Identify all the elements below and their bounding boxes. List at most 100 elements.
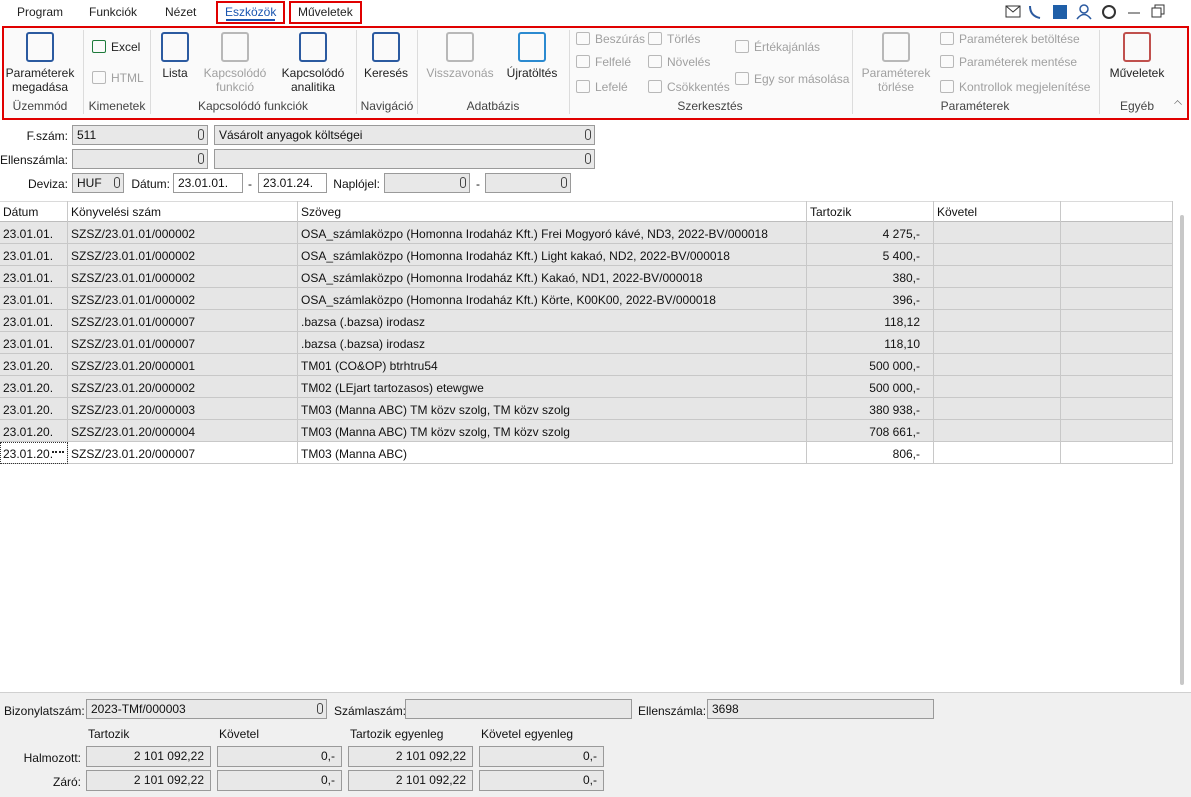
cell-border: [934, 244, 1061, 266]
cell-border: [0, 376, 68, 398]
input-field[interactable]: Vásárolt anyagok költségei: [214, 125, 595, 145]
scrollbar[interactable]: [1180, 215, 1184, 685]
column-header[interactable]: Tartozik: [810, 205, 852, 219]
column-header[interactable]: Könyvelési szám: [71, 205, 162, 219]
button-label: Kapcsolódó analitika: [281, 66, 345, 94]
input-field[interactable]: [485, 173, 571, 193]
table-row[interactable]: [0, 332, 1173, 354]
ribbon-button[interactable]: Lista: [137, 30, 213, 98]
table-row[interactable]: [0, 266, 1173, 288]
cell-border: [1061, 398, 1173, 420]
date-field[interactable]: 23.01.01.: [173, 173, 243, 193]
cell-border: [298, 310, 807, 332]
cell: .bazsa (.bazsa) irodasz: [301, 315, 426, 329]
cell-border: [1061, 222, 1173, 244]
attach-icon: [317, 703, 323, 714]
field-label: Deviza:: [27, 177, 68, 191]
table-row[interactable]: [0, 222, 1173, 244]
menu-item[interactable]: Nézet: [165, 5, 197, 19]
ribbon-button[interactable]: Újratöltés: [494, 30, 570, 98]
header-cell[interactable]: [0, 201, 68, 222]
group-separator: [417, 30, 418, 114]
column-header[interactable]: Követel: [937, 205, 978, 219]
ribbon-button[interactable]: Kapcsolódó analitika: [275, 30, 351, 98]
button-label: Beszúrás: [595, 32, 646, 46]
cell-border: [68, 398, 298, 420]
header-cell: [1061, 201, 1173, 222]
group-label: Kapcsolódó funkciók: [197, 99, 309, 113]
table-row[interactable]: [0, 398, 1173, 420]
cell: 23.01.20.: [3, 381, 54, 395]
cell: TM03 (Manna ABC): [301, 447, 408, 461]
cell: SZSZ/23.01.20/000007: [71, 447, 196, 461]
input-field[interactable]: 3698: [707, 699, 934, 719]
input-field[interactable]: HUF: [72, 173, 124, 193]
button-label: Kapcsolódó funkció: [203, 66, 267, 94]
cell: TM03 (Manna ABC) TM közv szolg, TM közv …: [301, 403, 570, 417]
button-icon: [92, 40, 106, 53]
ribbon-button[interactable]: Műveletek: [1099, 30, 1175, 98]
table-row[interactable]: [0, 244, 1173, 266]
menu-item[interactable]: Program: [17, 5, 64, 19]
input-field[interactable]: [214, 149, 595, 169]
cell: 4 275,-: [882, 227, 920, 241]
ribbon-button[interactable]: Paraméterek megadása: [2, 30, 78, 98]
group-separator: [356, 30, 357, 114]
date-field[interactable]: 23.01.24.: [258, 173, 327, 193]
menu-item[interactable]: Műveletek: [289, 1, 362, 24]
cell-focus[interactable]: [0, 442, 68, 464]
button-icon: [161, 32, 189, 62]
button-icon: [940, 80, 954, 93]
button-label: Törlés: [667, 32, 701, 46]
cell-border: [807, 310, 934, 332]
cell-border: [934, 266, 1061, 288]
table-row[interactable]: [0, 376, 1173, 398]
table-row[interactable]: [0, 420, 1173, 442]
cell-border: [1061, 376, 1173, 398]
group-label: Egyéb: [1119, 99, 1155, 113]
sum-field: 0,-: [479, 746, 604, 767]
cell: 23.01.20.: [3, 425, 54, 439]
menu-item[interactable]: Eszközök: [216, 1, 286, 24]
header-cell[interactable]: [934, 201, 1061, 222]
ribbon: [2, 26, 1189, 120]
group-label: Navigáció: [360, 99, 414, 113]
header-cell[interactable]: [68, 201, 298, 222]
column-header[interactable]: Dátum: [3, 205, 39, 219]
header-cell[interactable]: [807, 201, 934, 222]
table-row[interactable]: [0, 310, 1173, 332]
input-field[interactable]: [384, 173, 470, 193]
cell: 500 000,-: [869, 359, 920, 373]
cell: 23.01.01.: [3, 315, 54, 329]
table-row[interactable]: [0, 354, 1173, 376]
attach-icon: [114, 177, 120, 188]
input-field[interactable]: 2023-TMf/000003: [86, 699, 327, 719]
cell-border: [934, 376, 1061, 398]
cell: 500 000,-: [869, 381, 920, 395]
group-label: Kimenetek: [88, 99, 146, 113]
cell-border: [1061, 244, 1173, 266]
sum-header: Követel egyenleg: [481, 727, 574, 741]
table-row[interactable]: [0, 442, 1173, 464]
cell: SZSZ/23.01.01/000002: [71, 271, 196, 285]
cell-border: [298, 222, 807, 244]
cell-border: [807, 442, 934, 464]
table-row[interactable]: [0, 288, 1173, 310]
cell-border: [0, 420, 68, 442]
ribbon-button[interactable]: Keresés: [348, 30, 424, 98]
button-icon: [299, 32, 327, 62]
cell: SZSZ/23.01.20/000004: [71, 425, 196, 439]
sum-field: 0,-: [217, 770, 342, 791]
cell: 23.01.20.: [3, 403, 54, 417]
input-field[interactable]: [405, 699, 632, 719]
header-cell[interactable]: [298, 201, 807, 222]
button-label: Növelés: [667, 55, 711, 69]
group-separator: [150, 30, 151, 114]
cell-border: [0, 310, 68, 332]
cell-border: [0, 244, 68, 266]
menu-item[interactable]: Funkciók: [89, 5, 138, 19]
column-header[interactable]: Szöveg: [301, 205, 342, 219]
input-field[interactable]: [72, 149, 208, 169]
cell-border: [298, 266, 807, 288]
input-field[interactable]: 511: [72, 125, 208, 145]
